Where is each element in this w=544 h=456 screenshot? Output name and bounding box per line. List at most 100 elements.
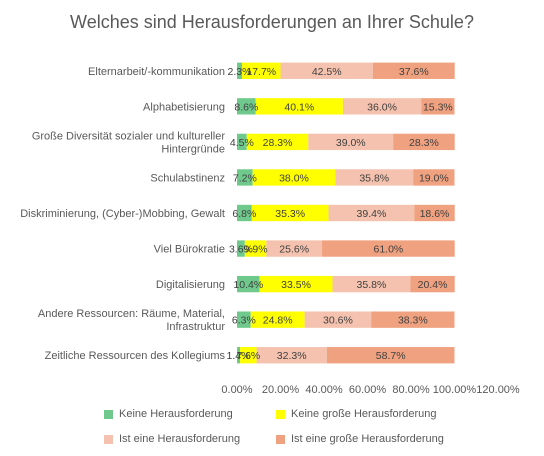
legend-label: Keine Herausforderung: [119, 408, 233, 420]
data-label: 35.8%: [357, 279, 387, 291]
data-label: 28.3%: [409, 137, 439, 149]
legend-item-keine-herausforderung: Keine Herausforderung: [104, 408, 233, 420]
data-label: 37.6%: [399, 66, 429, 78]
category-label: Andere Ressourcen: Räume, Material,: [38, 308, 225, 320]
data-label: 3.6%: [229, 244, 253, 256]
bar-segment: [335, 169, 414, 186]
category-labels-layer: Elternarbeit/-kommunikation Alphabetisier…: [20, 66, 225, 362]
bar-segment: [256, 347, 327, 364]
legend-label: Ist eine große Herausforderung: [291, 433, 444, 445]
bar-segment: [246, 133, 309, 151]
bar-segment: [237, 98, 256, 115]
bar-segment: [237, 275, 260, 293]
data-label: 1.4%: [227, 350, 251, 362]
bar-segment: [237, 204, 252, 222]
bar-segment: [237, 311, 251, 328]
data-label: 6.3%: [232, 315, 256, 327]
legend-swatch: [276, 434, 285, 444]
legend-item-keine-grosse-herausforderung: Keine große Herausforderung: [276, 408, 437, 420]
legend-label: Keine große Herausforderung: [291, 408, 437, 420]
bar-segment: [332, 275, 411, 293]
bars-layer: [237, 62, 455, 364]
legend-item-ist-eine-herausforderung: Ist eine Herausforderung: [104, 433, 240, 445]
bar-segment: [237, 347, 241, 364]
bar-segment: [414, 204, 455, 222]
bar-segment: [410, 275, 455, 293]
category-label: Infrastruktur: [166, 321, 225, 333]
category-label: Alphabetisierung: [143, 101, 225, 113]
data-label: 39.0%: [336, 137, 366, 149]
bar-segment: [237, 169, 253, 186]
bar-segment: [259, 275, 333, 293]
data-label: 9.9%: [244, 244, 268, 256]
bar-segment: [413, 169, 455, 186]
bar-segment: [237, 133, 247, 151]
x-tick-label: 100.00%: [433, 384, 477, 396]
bar-segment: [304, 311, 372, 328]
legend-item-ist-eine-grosse-herausforderung: Ist eine große Herausforderung: [276, 433, 444, 445]
data-label: 24.8%: [263, 315, 293, 327]
bar-segment: [342, 98, 422, 115]
data-label: 32.3%: [277, 350, 307, 362]
category-label: Elternarbeit/-kommunikation: [88, 66, 225, 78]
bar-segment: [250, 311, 305, 328]
data-label: 8.6%: [234, 101, 258, 113]
x-tick-label: 0.00%: [221, 384, 252, 396]
legend-swatch: [104, 434, 113, 444]
data-label: 38.3%: [398, 315, 428, 327]
bar-segment: [237, 240, 245, 257]
data-label: 35.8%: [359, 172, 389, 184]
category-label: Viel Bürokratie: [154, 244, 225, 256]
data-labels-layer: 2.3%17.7% 42.5% 37.6% 8.6% 40.1% 36.0% 15.3% 4.…: [227, 66, 453, 362]
bar-segment: [237, 62, 243, 79]
data-label: 40.1%: [284, 101, 314, 113]
category-label: Große Diversität sozialer und kulturelle…: [32, 130, 226, 142]
bar-segment: [252, 169, 336, 186]
bar-segment: [266, 240, 323, 257]
data-label: 4.5%: [230, 137, 254, 149]
bar-segment: [255, 98, 343, 115]
data-label: 15.3%: [423, 101, 453, 113]
bar-segment: [393, 133, 455, 151]
x-tick-label: 40.00%: [305, 384, 343, 396]
category-label: Digitalisierung: [156, 279, 225, 291]
data-label: 2.3%: [228, 66, 252, 78]
data-label: 17.7%: [246, 66, 276, 78]
data-label: 28.3%: [263, 137, 293, 149]
bar-segment: [371, 311, 455, 328]
chart-title: Welches sind Herausforderungen an Ihrer …: [70, 12, 474, 32]
data-label: 42.5%: [312, 66, 342, 78]
legend: Keine Herausforderung Keine große Heraus…: [0, 402, 544, 452]
legend-swatch: [104, 409, 113, 419]
bar-segment: [328, 204, 415, 222]
bar-segment: [280, 62, 373, 79]
data-label: 33.5%: [281, 279, 311, 291]
bar-segment: [326, 347, 455, 364]
category-label: Diskriminierung, (Cyber-)Mobbing, Gewalt: [20, 208, 225, 220]
bar-segment: [240, 347, 257, 364]
data-label: 30.6%: [323, 315, 353, 327]
bar-segment: [251, 204, 329, 222]
data-label: 25.6%: [279, 244, 309, 256]
data-label: 20.4%: [418, 279, 448, 291]
bar-segment: [372, 62, 455, 79]
x-axis-ticks: 0.00% 20.00% 40.00% 60.00% 80.00% 100.00% 120.…: [221, 384, 520, 396]
category-label: Hintergründe: [161, 143, 225, 155]
category-label: Zeitliche Ressourcen des Kollegiums: [45, 350, 226, 362]
bar-segment: [244, 240, 267, 257]
data-label: 10.4%: [233, 279, 263, 291]
data-label: 19.0%: [419, 172, 449, 184]
data-label: 7.2%: [233, 172, 257, 184]
data-label: 38.0%: [279, 172, 309, 184]
x-tick-label: 60.00%: [349, 384, 387, 396]
x-tick-label: 20.00%: [262, 384, 300, 396]
category-label: Schulabstinenz: [150, 172, 225, 184]
data-label: 6.8%: [232, 208, 256, 220]
bar-segment: [322, 240, 455, 257]
data-label: 58.7%: [376, 350, 406, 362]
data-label: 18.6%: [420, 208, 450, 220]
legend-label: Ist eine Herausforderung: [119, 433, 241, 445]
data-label: 7.6%: [236, 350, 260, 362]
